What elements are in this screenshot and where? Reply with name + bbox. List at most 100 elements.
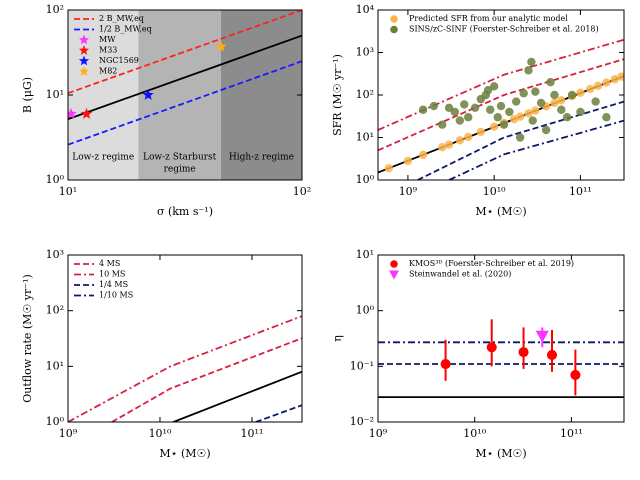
- y-tick-label: 10³: [46, 248, 64, 261]
- legend-label: 1/10 MS: [99, 291, 133, 300]
- circle-marker: [562, 113, 572, 122]
- circle-marker: [418, 150, 428, 160]
- line: [68, 60, 302, 146]
- circle-marker: [499, 120, 509, 129]
- region: [220, 10, 302, 180]
- circle-marker: [486, 342, 497, 353]
- x-tick-label: 10¹¹: [241, 427, 264, 440]
- line: [417, 100, 624, 180]
- line: [111, 337, 302, 422]
- circle-marker: [567, 90, 577, 100]
- circle-marker: [528, 116, 537, 125]
- line: [296, 425, 302, 428]
- legend-label: NGC1569: [99, 56, 139, 65]
- circle-marker: [450, 107, 460, 117]
- circle-marker: [602, 78, 611, 87]
- y-tick-label: 10²: [46, 3, 64, 16]
- region-label: High-z regime: [229, 153, 294, 163]
- line: [173, 370, 302, 422]
- circle-marker: [515, 133, 525, 142]
- y-tick-label: 10⁰: [46, 415, 65, 428]
- star-marker: [215, 40, 227, 52]
- x-axis-label: M⋆ (M☉): [159, 447, 210, 460]
- x-tick-label: 10¹⁰: [149, 427, 172, 440]
- plot-area: [68, 10, 302, 180]
- circle-marker: [444, 140, 454, 149]
- y-tick-label: 10⁻²: [350, 415, 374, 428]
- y-tick-label: 10¹: [46, 359, 64, 372]
- line: [378, 58, 624, 152]
- circle-marker: [519, 89, 528, 98]
- star-marker: [78, 55, 90, 66]
- line: [68, 34, 302, 120]
- y-axis-label: η: [331, 335, 344, 342]
- star-marker: [68, 107, 77, 119]
- legend-label: MW: [99, 35, 116, 44]
- circle-marker: [464, 113, 473, 122]
- circle-marker: [418, 105, 428, 114]
- x-tick-label: 10⁹: [369, 427, 388, 440]
- legend-label: 10 MS: [99, 270, 125, 279]
- y-tick-label: 10⁰: [356, 173, 375, 186]
- circle-marker: [617, 72, 624, 81]
- circle-marker: [550, 98, 559, 108]
- region-label: Low-z Starburst: [143, 153, 217, 163]
- triangle-marker: [535, 330, 549, 343]
- axes-frame: [67, 254, 303, 423]
- triangle-marker: [389, 270, 399, 280]
- plot-area: [68, 315, 302, 428]
- x-tick-label: 10⁹: [59, 427, 78, 440]
- legend: 4 MS 10 MS1/4 MS 1/10 MS: [74, 259, 133, 300]
- circle-marker: [531, 106, 540, 115]
- circle-marker: [557, 96, 566, 105]
- y-tick-label: 10²: [356, 88, 374, 101]
- line: [448, 119, 624, 180]
- x-tick-label: 10¹⁰: [463, 427, 486, 440]
- circle-marker: [550, 90, 559, 100]
- region-label: Low-z regime: [72, 153, 134, 163]
- circle-marker: [493, 113, 502, 122]
- y-tick-label: 10¹: [356, 131, 374, 144]
- legend-label: Predicted SFR from our analytic model: [409, 14, 568, 23]
- star-marker: [78, 45, 90, 55]
- region-label: regime: [164, 165, 196, 175]
- circle-marker: [384, 163, 393, 173]
- x-tick-label: 10¹⁰: [483, 185, 506, 198]
- y-axis-label: Outflow rate (M☉ yr⁻¹): [21, 274, 34, 403]
- circle-marker: [455, 136, 465, 145]
- legend: Predicted SFR from our analytic model SIN…: [390, 14, 599, 34]
- circle-marker: [576, 107, 585, 117]
- x-tick-label: 10¹: [59, 185, 77, 198]
- circle-marker: [496, 101, 506, 111]
- circle-marker: [541, 125, 551, 135]
- star-marker: [142, 89, 154, 100]
- circle-marker: [455, 116, 465, 125]
- circle-marker: [438, 143, 447, 152]
- y-tick-label: 10¹: [356, 248, 374, 261]
- circle-marker: [546, 349, 558, 361]
- legend-label: 4 MS: [99, 259, 120, 268]
- x-tick-label: 10¹¹: [569, 185, 592, 198]
- circle-marker: [390, 260, 398, 268]
- axes-frame: [377, 254, 625, 423]
- y-tick-label: 10⁴: [356, 3, 375, 16]
- circle-marker: [527, 57, 536, 67]
- circle-marker: [476, 127, 486, 137]
- star-marker: [78, 66, 90, 76]
- circle-marker: [390, 25, 398, 34]
- x-tick-label: 10²: [293, 185, 311, 198]
- circle-marker: [440, 358, 451, 370]
- y-tick-label: 10¹: [46, 88, 64, 101]
- legend-label: M33: [99, 46, 117, 55]
- legend-label: SINS/zC-SINF (Foerster-Schreiber et al. …: [409, 25, 599, 34]
- circle-marker: [531, 87, 540, 96]
- circle-marker: [515, 112, 525, 121]
- legend-label: KMOS³ᴰ (Foerster-Schreiber et al. 2019): [409, 259, 574, 268]
- circle-marker: [483, 85, 493, 95]
- circle-marker: [586, 84, 595, 94]
- y-tick-label: 10⁰: [46, 173, 65, 186]
- circle-marker: [591, 97, 600, 106]
- x-axis-label: M⋆ (M☉): [475, 205, 526, 218]
